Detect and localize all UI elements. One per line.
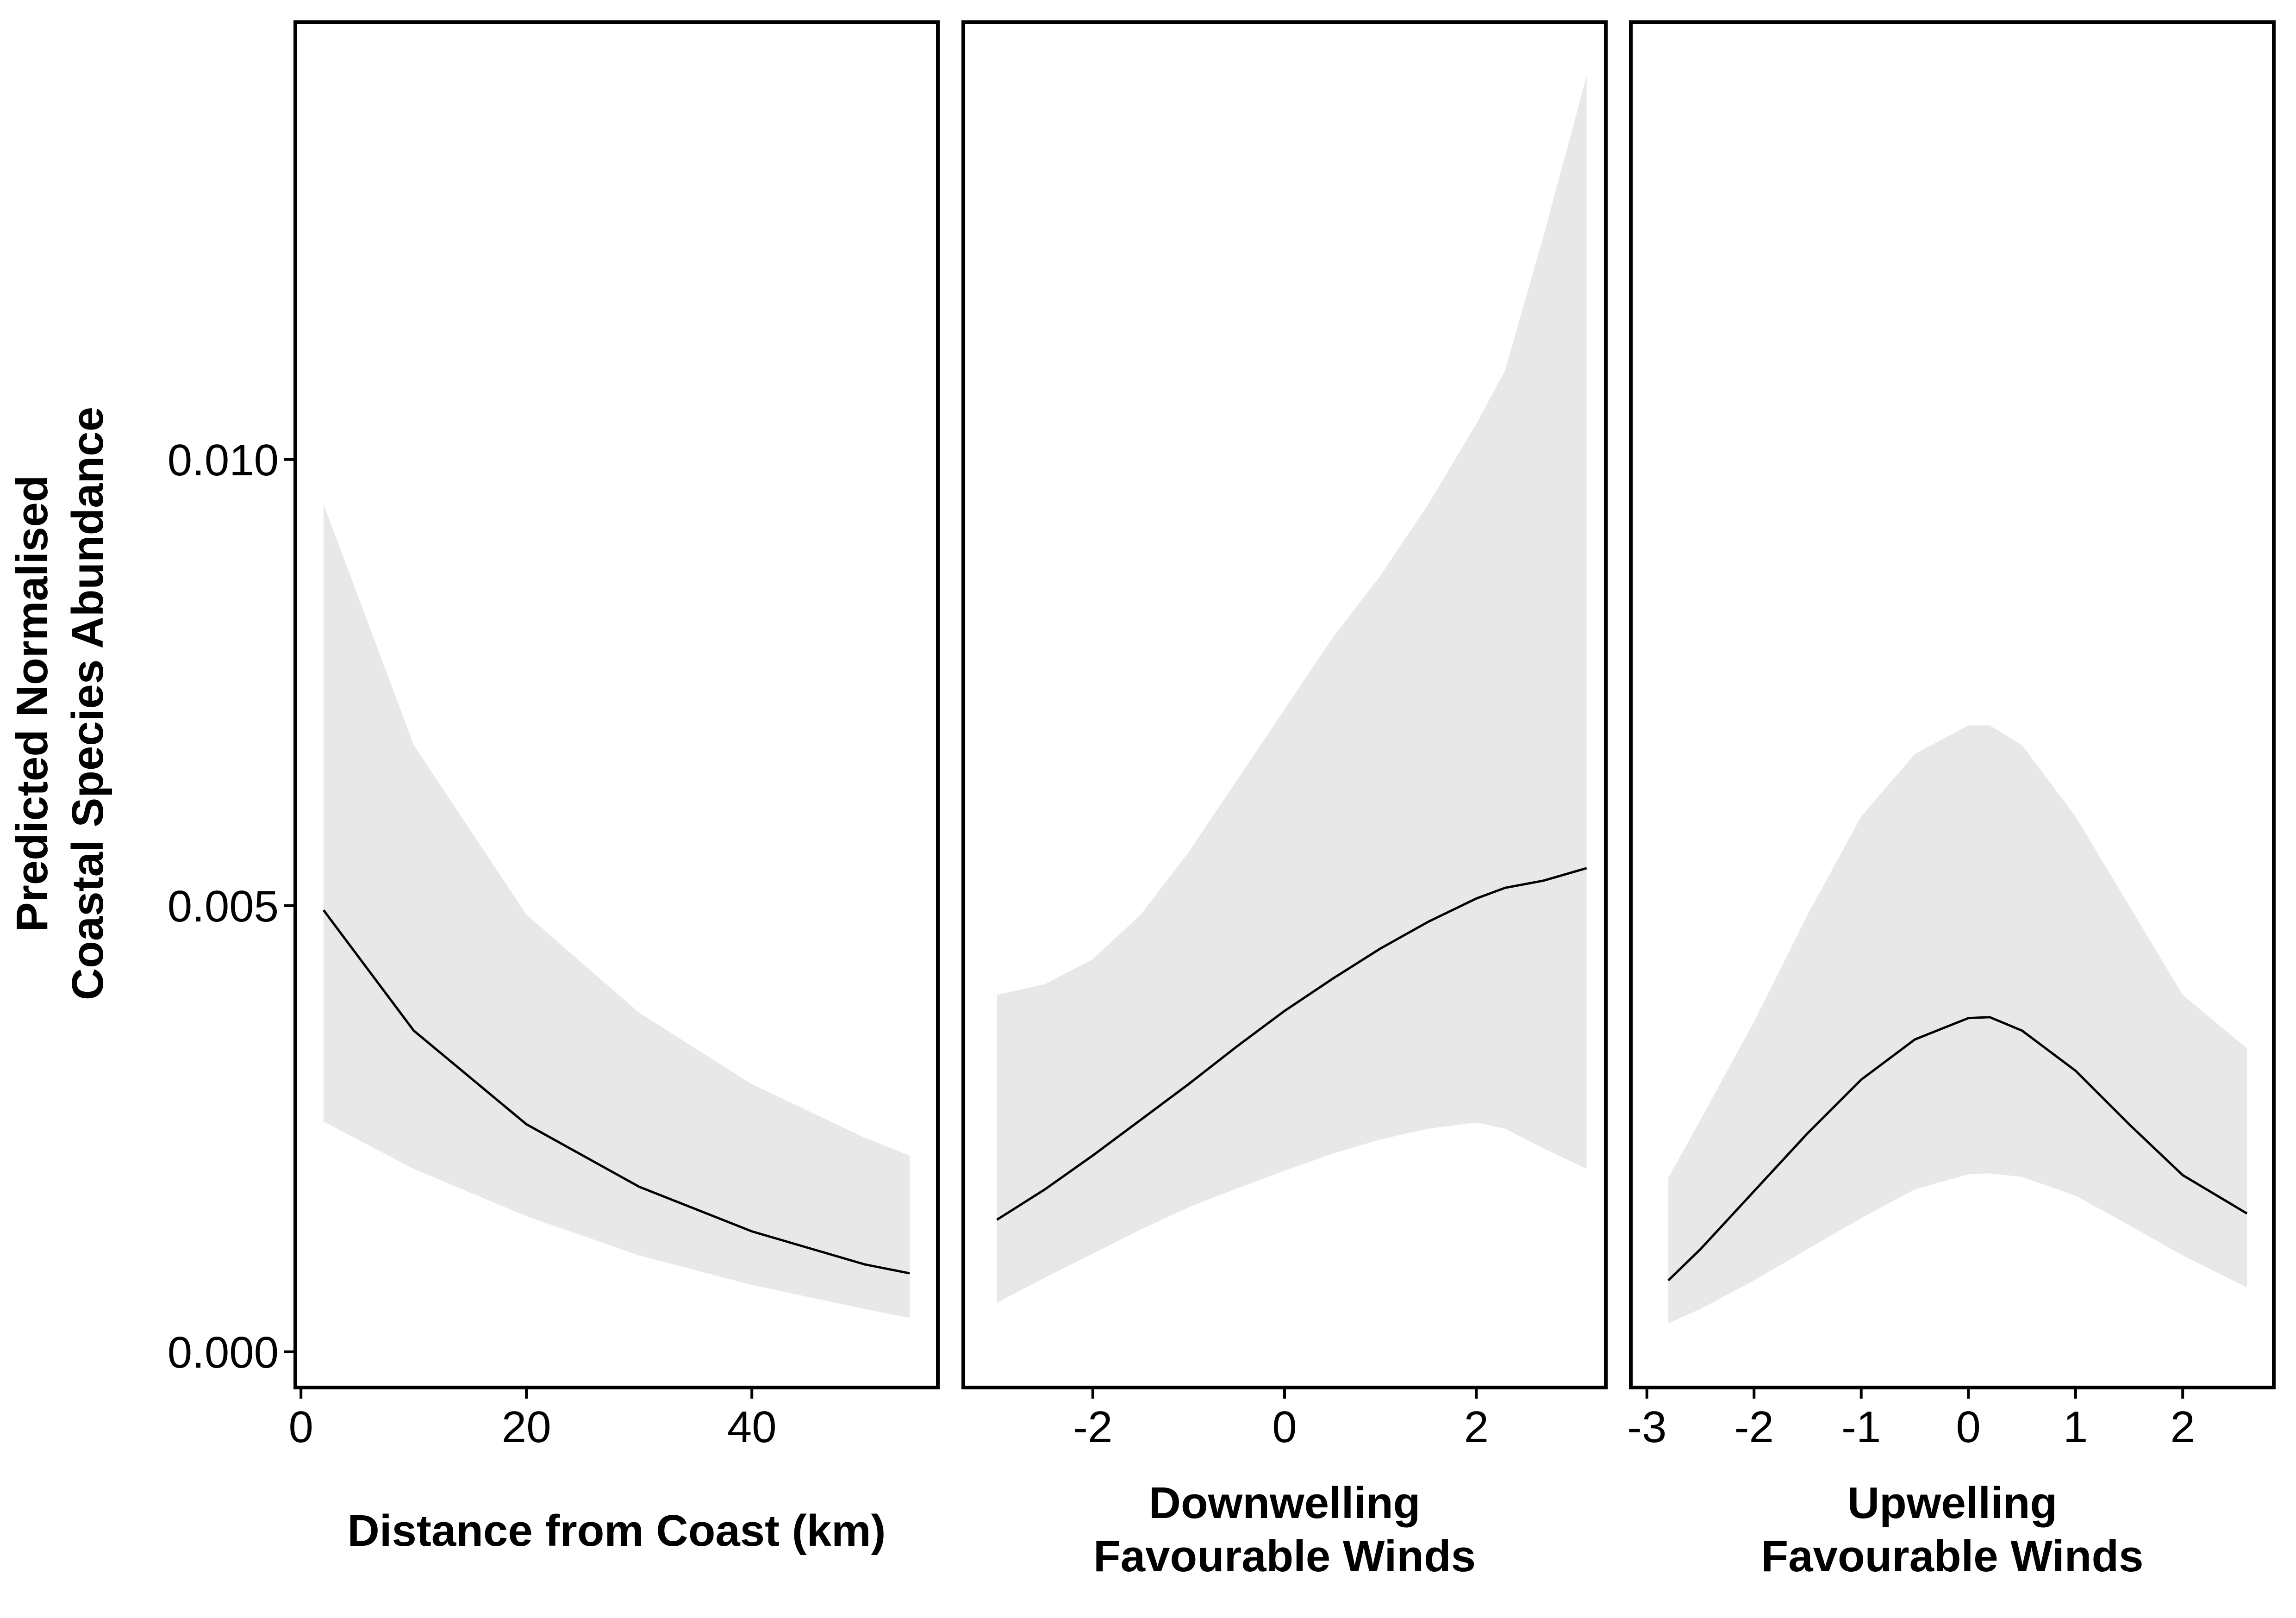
panel-1: 0 20 40 Distance from Coast (km) 0.000 0.005 0… [168,20,940,1556]
confidence-band [323,504,910,1318]
y-axis-title-line-1: Predicted Normalised [7,475,57,932]
y-tick-label: 0.000 [168,1328,279,1377]
x-axis-title: Favourable Winds [1761,1531,2144,1581]
x-tick-label: -1 [1841,1402,1881,1452]
x-tick-label: 20 [502,1402,551,1452]
x-axis-title: Favourable Winds [1093,1531,1476,1581]
fitted-line [996,867,1587,1221]
panel-frame [1629,20,2276,1389]
x-tick-label: 2 [2171,1402,2195,1452]
x-tick-label: 1 [2063,1402,2088,1452]
x-tick-label: 2 [1464,1402,1489,1452]
x-tick-label: -3 [1627,1402,1666,1452]
y-tick-label: 0.010 [168,436,279,485]
x-axis-title: Distance from Coast (km) [348,1506,886,1556]
y-axis-title: Predicted Normalised Coastal Species Abu… [7,407,112,1000]
x-tick-label: 40 [727,1402,777,1452]
x-axis-title: Upwelling [1847,1478,2057,1528]
panel-frame [961,20,1608,1389]
x-tick-label: 0 [1956,1402,1981,1452]
x-tick-label: -2 [1734,1402,1774,1452]
x-tick-label: 0 [1272,1402,1297,1452]
y-tick-label: 0.005 [168,882,279,931]
confidence-band [1668,725,2247,1324]
x-tick-label: -2 [1073,1402,1112,1452]
panel-frame [293,20,940,1389]
x-axis-title: Downwelling [1149,1478,1421,1528]
x-tick-label: 0 [288,1402,313,1452]
y-axis-title-line-2: Coastal Species Abundance [63,407,112,1000]
fitted-line [322,909,910,1275]
confidence-band [997,75,1587,1303]
fitted-line [1667,1016,2248,1282]
